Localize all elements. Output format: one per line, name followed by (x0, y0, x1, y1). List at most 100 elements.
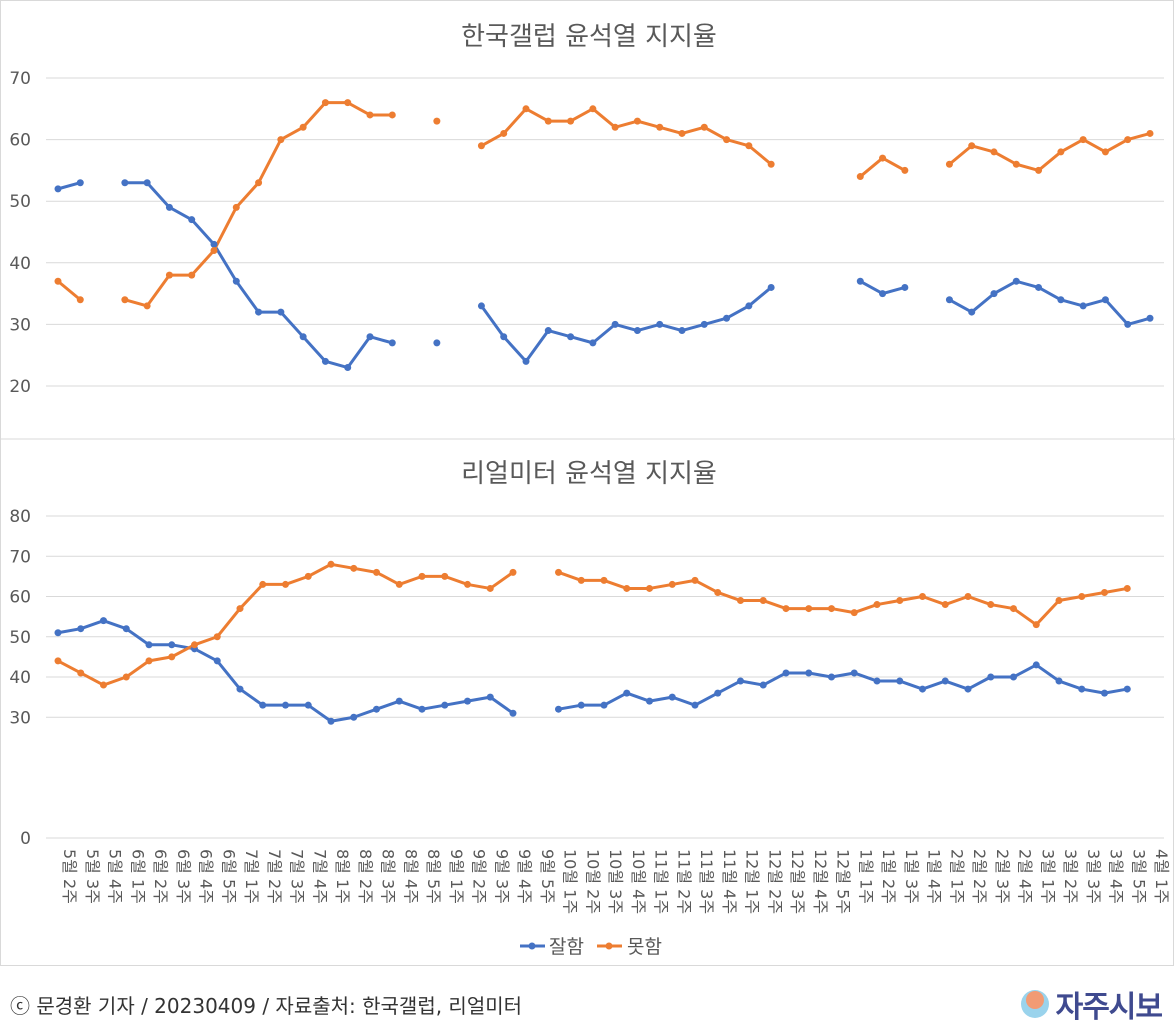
chart1-bad-point (210, 246, 218, 254)
chart1-good-point (232, 277, 240, 285)
chart1-good-point (1012, 277, 1020, 285)
chart2-good-point (418, 705, 426, 713)
chart2-good-point (759, 681, 767, 689)
chart1-good-point (1101, 296, 1109, 304)
chart2-series-points (54, 560, 1131, 725)
chart1-y-tick-label: 70 (9, 69, 31, 89)
chart1-bad-point (700, 123, 708, 131)
chart2-x-tick-label: 12월 4주 (811, 849, 830, 914)
chart2-x-tick-label: 7월 2주 (265, 849, 284, 904)
chart2-good-point (691, 701, 699, 709)
legend-bad-label: 못함 (627, 936, 662, 958)
chart2-x-tick-label: 4월 1주 (1152, 849, 1171, 904)
chart1-good-point (54, 185, 62, 193)
chart2-bad-point (350, 564, 358, 572)
chart2-bad-point (646, 584, 653, 592)
chart2-x-tick-label: 10월 2주 (583, 849, 602, 914)
chart2-x-tick-label: 2월 4주 (1016, 849, 1035, 904)
chart2-y-tick-label: 30 (9, 708, 31, 728)
chart1-good-point (968, 308, 976, 316)
chart1-good-point (344, 364, 352, 372)
chart1-good-line-segment (948, 279, 1151, 326)
chart2-x-tick-label: 1월 3주 (902, 849, 921, 904)
chart1-bad-point (1124, 136, 1132, 144)
chart2-good-point (54, 629, 62, 637)
chart2-good-point (600, 701, 608, 709)
chart1-bad-point (388, 111, 396, 119)
chart2-good-point (464, 697, 471, 705)
chart2-x-tick-label: 11월 1주 (652, 849, 671, 914)
chart2-bad-point (373, 568, 380, 576)
chart1-bad-point (968, 142, 976, 150)
chart2-good-point (1078, 685, 1086, 693)
chart2-x-tick-label: 9월 3주 (492, 849, 511, 904)
chart2-bad-point (919, 593, 926, 600)
chart1-good-line-segment (57, 181, 81, 191)
chart2-bad-point (213, 633, 221, 641)
chart2-x-tick-label: 2월 2주 (970, 849, 989, 904)
logo: 자주시보 (1020, 984, 1163, 1025)
chart2-good-point (1101, 689, 1108, 697)
chart1-good-point (321, 357, 329, 365)
legend: 잘함 못함 (520, 936, 662, 958)
chart2-x-tick-label: 11월 3주 (697, 849, 716, 914)
chart2-bad-point (1010, 605, 1017, 613)
chart2-good-point (122, 625, 130, 633)
chart2-bad-point (509, 568, 517, 576)
chart2-bad-point (441, 572, 449, 580)
chart1-bad-point (767, 160, 775, 168)
chart1-bad-point (1146, 129, 1154, 137)
chart2-good-point (1123, 685, 1131, 693)
chart1-bad-point (633, 117, 641, 125)
chart2-bad-point (896, 597, 904, 605)
chart1-bad-point (879, 154, 887, 162)
chart2-bad-point (259, 580, 267, 588)
chart2-gridlines (46, 515, 1164, 839)
chart1-bad-point (656, 123, 664, 131)
chart1-bad-point (1057, 148, 1065, 156)
chart2-x-tick-label: 12월 5주 (834, 849, 853, 914)
chart2-bad-point (486, 584, 494, 592)
chart1-good-point (745, 302, 753, 310)
legend-bad-marker (605, 942, 613, 950)
chart2-bad-point (327, 560, 335, 568)
chart1-bad-point (165, 271, 173, 279)
chart2-x-tick-label: 6월 2주 (151, 849, 170, 904)
chart2-y-tick-label: 70 (9, 547, 31, 567)
chart2-bad-point (1101, 588, 1108, 596)
chart2-bad-point (1123, 584, 1131, 592)
chart2-x-tick-label: 6월 3주 (174, 849, 193, 904)
chart1-bad-point (945, 160, 953, 168)
chart2-good-point (100, 617, 107, 625)
chart2-good-point (828, 673, 835, 681)
credit-footer: ⓒ 문경환 기자 / 20230409 / 자료출처: 한국갤럽, 리얼미터 (10, 994, 523, 1018)
chart2-good-point (168, 641, 176, 649)
chart2-good-point (304, 701, 312, 709)
chart2-x-tick-label: 3월 3주 (1084, 849, 1103, 904)
chart1-good-point (121, 179, 129, 187)
chart1-good-point (1146, 314, 1154, 322)
chart2-x-tick-label: 7월 3주 (288, 849, 307, 904)
chart1-good-point (210, 240, 218, 248)
chart1-good-point (633, 327, 641, 335)
chart2-good-point (668, 693, 676, 701)
chart2-x-tick-label: 5월 3주 (83, 849, 102, 904)
chart2-x-tick-label: 11월 4주 (720, 849, 739, 914)
chart1-good-point (522, 357, 530, 365)
chart1-bad-point (1079, 136, 1087, 144)
chart1-title: 한국갤럽 윤석열 지지율 (461, 22, 717, 52)
chart1-series-lines (57, 101, 1151, 370)
chart1-bad-point (745, 142, 753, 150)
chart1-bad-point (1101, 148, 1109, 156)
chart1-bad-point (477, 142, 485, 150)
chart2-x-tick-label: 3월 2주 (1061, 849, 1080, 904)
chart2-bad-point (191, 641, 198, 649)
chart2-good-point (236, 685, 244, 693)
chart2-bad-point (850, 609, 858, 617)
chart2-x-tick-label: 9월 2주 (470, 849, 489, 904)
chart2-title: 리얼미터 윤석열 지지율 (461, 459, 717, 489)
chart2-bad-point (145, 657, 153, 665)
chart2-bad-point (691, 576, 699, 584)
chart2-good-point (896, 677, 904, 685)
chart2-x-tick-label: 7월 1주 (242, 849, 261, 904)
